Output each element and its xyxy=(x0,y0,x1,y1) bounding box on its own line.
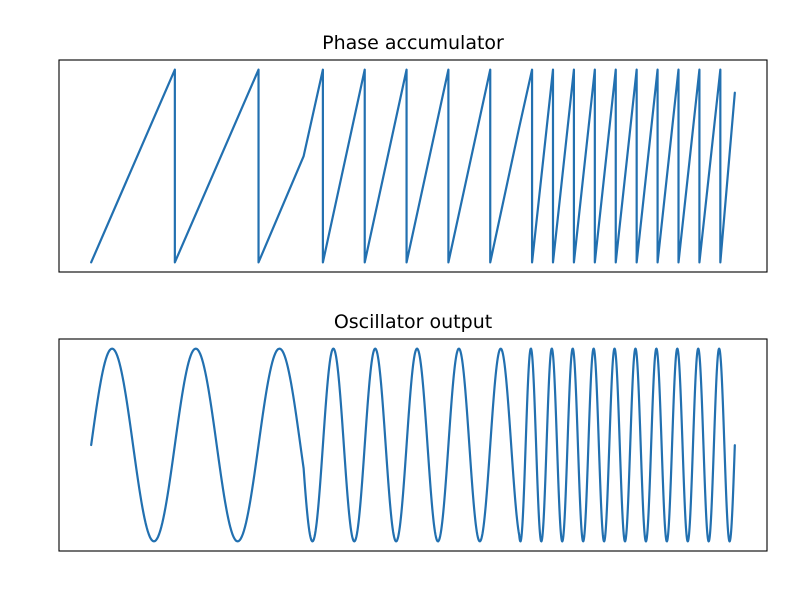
oscillator-output-panel: Oscillator output xyxy=(58,311,768,552)
phase-accumulator-series xyxy=(90,68,736,264)
oscillator-output-series xyxy=(90,347,736,543)
oscillator-output-frame xyxy=(58,338,768,552)
oscillator-output-title: Oscillator output xyxy=(334,311,492,333)
phase-accumulator-frame xyxy=(58,59,768,273)
phase-accumulator-title: Phase accumulator xyxy=(322,32,504,54)
phase-accumulator-line xyxy=(90,68,736,264)
oscillator-output-line xyxy=(90,347,736,543)
phase-accumulator-panel: Phase accumulator xyxy=(58,32,768,273)
